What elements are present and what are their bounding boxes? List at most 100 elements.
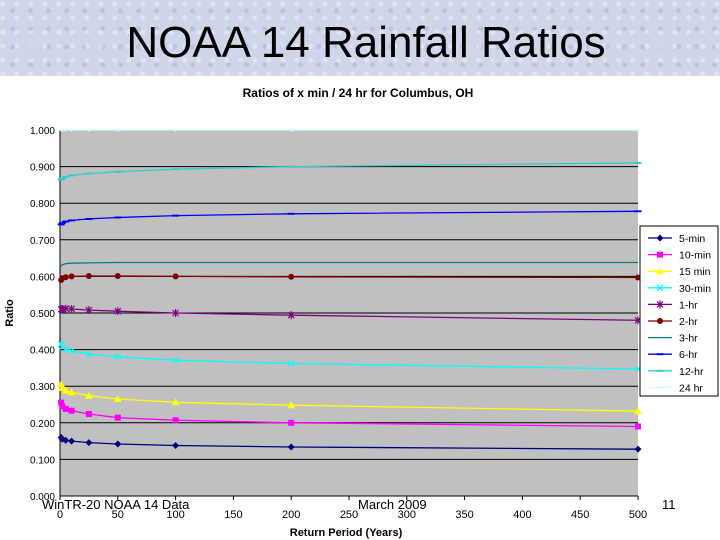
y-tick-label: 1.000 — [30, 126, 55, 137]
data-point — [634, 161, 642, 164]
data-point — [113, 395, 122, 403]
legend: 5-min 10-min 15 min 30-min 1-hr 2-hr 3-hr 6-hr 1… — [639, 225, 719, 397]
data-point — [172, 273, 179, 280]
legend-label: 15 min — [679, 266, 711, 278]
x-tick-label: 100 — [166, 509, 184, 521]
data-point — [68, 304, 75, 313]
data-point — [57, 178, 65, 181]
data-point — [85, 439, 93, 447]
data-point — [70, 128, 74, 132]
data-point — [172, 417, 179, 424]
slide-title: NOAA 14 Rainfall Ratios — [126, 18, 606, 67]
data-point — [68, 273, 75, 280]
data-point — [59, 403, 66, 410]
series-6-hr — [57, 210, 642, 226]
data-point — [114, 353, 122, 361]
data-point — [62, 345, 70, 353]
data-point — [172, 356, 180, 364]
legend-entry: 15 min — [648, 266, 711, 278]
data-point — [62, 436, 70, 444]
legend-label: 5-min — [679, 233, 705, 245]
y-tick-label: 0.100 — [30, 455, 55, 466]
chart-title: Ratios of x min / 24 hr for Columbus, OH — [243, 86, 474, 100]
series-1-hr — [57, 304, 642, 325]
data-point — [114, 307, 122, 316]
legend-label: 12-hr — [679, 366, 704, 378]
series-12-hr — [57, 161, 642, 181]
data-point — [62, 220, 70, 223]
data-point — [287, 443, 295, 451]
data-point — [634, 210, 642, 213]
data-point — [289, 128, 293, 132]
legend-label: 24 hr — [679, 382, 703, 394]
data-point — [62, 405, 69, 412]
data-point — [84, 391, 93, 399]
x-tick-label: 150 — [224, 509, 242, 521]
y-tick-label: 0.700 — [30, 236, 55, 247]
series-24-hr — [59, 128, 640, 132]
legend-entry: 6-hr — [648, 349, 698, 361]
data-point — [656, 234, 664, 242]
data-point — [116, 128, 120, 132]
data-point — [68, 437, 76, 445]
series-10-min — [58, 399, 641, 430]
data-point — [172, 214, 180, 217]
y-tick-label: 0.400 — [30, 346, 55, 357]
legend-label: 30-min — [679, 283, 711, 295]
x-tick-label: 200 — [282, 509, 300, 521]
data-point — [114, 170, 122, 173]
data-point — [87, 128, 91, 132]
data-point — [657, 318, 663, 324]
data-point — [634, 445, 642, 453]
data-point — [636, 128, 640, 132]
x-tick-label: 250 — [340, 509, 358, 521]
data-point — [64, 128, 68, 132]
data-point — [287, 311, 295, 320]
data-point — [67, 388, 76, 396]
data-point — [287, 212, 295, 215]
data-point — [85, 350, 93, 358]
data-point — [58, 399, 65, 406]
data-point — [85, 273, 92, 280]
series-5-min — [57, 433, 642, 453]
data-point — [68, 347, 75, 355]
legend-label: 3-hr — [679, 333, 698, 345]
data-point — [58, 343, 66, 351]
data-point — [62, 304, 70, 313]
y-tick-label: 0.500 — [30, 309, 55, 320]
series-15-min — [57, 380, 642, 415]
data-point — [62, 274, 69, 281]
data-point — [288, 273, 295, 280]
x-tick-label: 400 — [513, 509, 531, 521]
data-point — [287, 360, 295, 367]
data-point — [656, 300, 664, 309]
x-tick-label: 50 — [112, 509, 124, 521]
data-point — [114, 414, 121, 421]
data-point — [68, 219, 76, 222]
data-point — [287, 165, 295, 168]
data-point — [634, 407, 642, 415]
y-tick-label: 0.200 — [30, 419, 55, 430]
data-point — [85, 306, 93, 315]
data-point — [288, 419, 295, 426]
x-tick-label: 500 — [629, 509, 647, 521]
data-point — [114, 216, 122, 219]
x-tick-label: 0 — [57, 509, 63, 521]
y-tick-label: 0.300 — [30, 382, 55, 393]
series-layer — [57, 128, 642, 453]
data-point — [656, 284, 664, 292]
data-point — [62, 175, 70, 178]
x-tick-label: 450 — [571, 509, 589, 521]
legend-entry: 5-min — [648, 233, 705, 245]
data-point — [657, 251, 663, 258]
data-point — [68, 407, 75, 414]
data-point — [656, 369, 664, 372]
legend-label: 10-min — [679, 250, 711, 262]
data-point — [57, 223, 65, 226]
data-point — [60, 128, 64, 132]
data-point — [68, 174, 76, 177]
data-point — [114, 440, 122, 448]
data-point — [85, 172, 93, 175]
y-tick-label: 0.800 — [30, 199, 55, 210]
